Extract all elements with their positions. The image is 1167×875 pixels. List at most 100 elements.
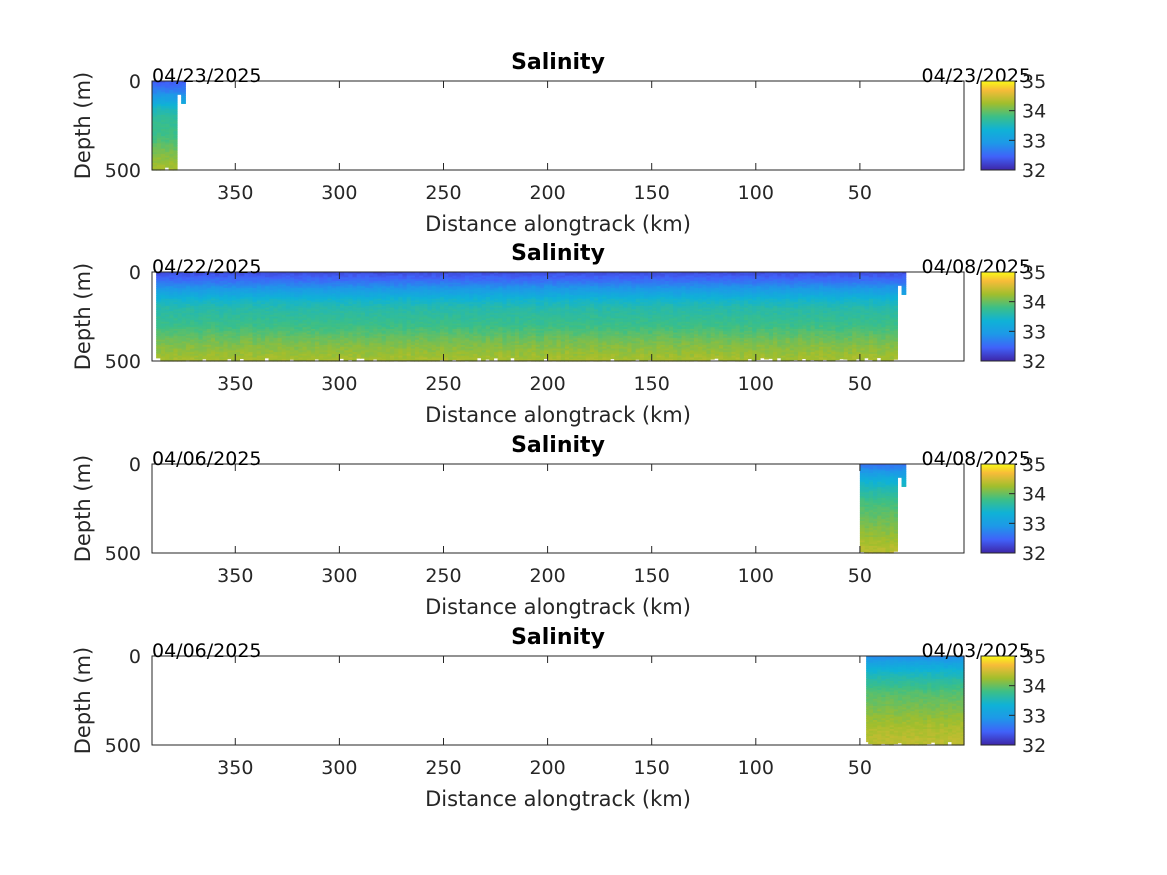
salinity-cell bbox=[793, 359, 799, 361]
salinity-cell bbox=[743, 289, 749, 293]
salinity-cell bbox=[784, 298, 790, 302]
salinity-cell bbox=[814, 327, 819, 330]
y-tick-label: 0 bbox=[129, 71, 141, 93]
salinity-cell bbox=[830, 334, 836, 337]
salinity-cell bbox=[622, 346, 628, 350]
salinity-cell bbox=[851, 323, 857, 326]
salinity-cell bbox=[576, 304, 582, 307]
salinity-cell bbox=[768, 279, 774, 282]
salinity-cell bbox=[543, 275, 549, 278]
salinity-cell bbox=[730, 330, 736, 334]
salinity-cell bbox=[701, 289, 707, 293]
salinity-cell bbox=[685, 284, 690, 287]
salinity-cell bbox=[718, 296, 724, 300]
salinity-cell bbox=[514, 288, 520, 291]
salinity-cell bbox=[551, 282, 557, 286]
salinity-cell bbox=[876, 348, 882, 351]
salinity-cell bbox=[764, 296, 769, 300]
salinity-cell bbox=[797, 346, 803, 350]
salinity-cell bbox=[543, 350, 549, 353]
salinity-cell bbox=[539, 273, 545, 277]
salinity-cell bbox=[797, 336, 803, 339]
salinity-cell bbox=[793, 272, 799, 275]
salinity-cell bbox=[826, 291, 832, 294]
salinity-cell bbox=[547, 302, 553, 305]
salinity-cell bbox=[618, 325, 624, 328]
x-axis-label: Distance alongtrack (km) bbox=[425, 212, 691, 236]
salinity-cell bbox=[610, 344, 615, 348]
salinity-cell bbox=[685, 332, 690, 335]
salinity-cell bbox=[822, 300, 828, 303]
salinity-cell bbox=[655, 316, 661, 319]
salinity-cell bbox=[739, 327, 744, 330]
salinity-cell bbox=[759, 291, 765, 294]
salinity-cell bbox=[709, 337, 715, 341]
salinity-cell bbox=[164, 121, 170, 125]
salinity-cell bbox=[705, 332, 711, 335]
salinity-cell bbox=[693, 341, 699, 344]
salinity-cell bbox=[830, 343, 836, 346]
salinity-cell bbox=[876, 314, 882, 318]
salinity-cell bbox=[705, 318, 711, 321]
salinity-cell bbox=[543, 334, 549, 337]
salinity-cell bbox=[651, 332, 657, 335]
salinity-cell bbox=[680, 286, 686, 289]
salinity-cell bbox=[834, 314, 840, 318]
salinity-cell bbox=[547, 314, 553, 318]
salinity-cell bbox=[884, 337, 890, 341]
salinity-cell bbox=[660, 280, 665, 284]
salinity-cell bbox=[555, 272, 561, 275]
salinity-cell bbox=[739, 336, 744, 339]
salinity-cell bbox=[780, 336, 786, 339]
salinity-cell bbox=[522, 288, 528, 291]
salinity-cell bbox=[668, 312, 674, 316]
salinity-cell bbox=[164, 137, 170, 141]
salinity-cell bbox=[160, 153, 166, 157]
salinity-cell bbox=[868, 339, 873, 343]
salinity-cell bbox=[156, 97, 161, 100]
salinity-cell bbox=[693, 273, 699, 277]
salinity-cell bbox=[605, 291, 611, 294]
salinity-cell bbox=[809, 336, 815, 339]
salinity-cell bbox=[585, 279, 590, 282]
salinity-cell bbox=[739, 304, 744, 307]
salinity-cell bbox=[580, 275, 586, 278]
salinity-cell bbox=[643, 312, 649, 316]
salinity-cell bbox=[605, 341, 611, 344]
salinity-cell bbox=[830, 336, 836, 339]
salinity-cell bbox=[626, 295, 632, 298]
salinity-cell bbox=[884, 344, 890, 348]
salinity-cell bbox=[601, 332, 607, 335]
salinity-cell bbox=[755, 286, 761, 289]
salinity-cell bbox=[789, 316, 794, 319]
salinity-cell bbox=[801, 327, 807, 330]
salinity-cell bbox=[843, 302, 848, 305]
salinity-cell bbox=[722, 328, 728, 332]
salinity-cell bbox=[714, 353, 719, 357]
salinity-cell bbox=[722, 275, 728, 278]
salinity-cell bbox=[755, 337, 761, 341]
salinity-cell bbox=[580, 314, 586, 318]
salinity-cell bbox=[764, 286, 769, 289]
salinity-cell bbox=[847, 327, 853, 330]
salinity-cell bbox=[705, 357, 711, 360]
salinity-cell bbox=[872, 323, 878, 326]
salinity-cell bbox=[809, 279, 815, 282]
salinity-cell bbox=[626, 309, 632, 312]
salinity-cell bbox=[784, 321, 790, 325]
salinity-cell bbox=[156, 141, 161, 144]
salinity-cell bbox=[818, 336, 824, 339]
salinity-cell bbox=[543, 328, 549, 332]
salinity-cell bbox=[809, 321, 815, 325]
salinity-cell bbox=[822, 307, 828, 310]
salinity-cell bbox=[709, 325, 715, 328]
salinity-cell bbox=[726, 352, 732, 355]
salinity-cell bbox=[168, 116, 174, 119]
salinity-cell bbox=[514, 323, 520, 326]
salinity-cell bbox=[605, 350, 611, 353]
salinity-cell bbox=[714, 323, 719, 326]
salinity-cell bbox=[668, 350, 674, 353]
salinity-cell bbox=[530, 328, 536, 332]
salinity-cell bbox=[560, 357, 565, 360]
salinity-cell bbox=[697, 275, 703, 278]
